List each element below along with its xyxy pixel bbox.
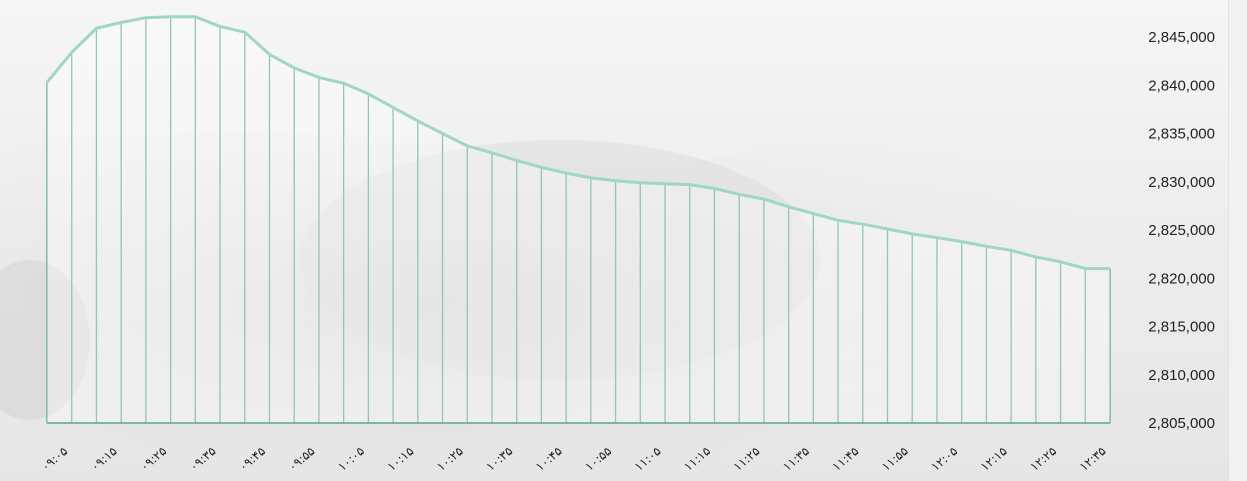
x-tick-label: ۰۹:۴۵	[236, 444, 268, 474]
x-tick-label: ۰۹:۰۵	[39, 444, 71, 474]
y-axis-tick-labels: 2,845,000 2,840,000 2,835,000 2,830,000 2,82…	[1148, 29, 1215, 432]
x-tick-label: ۱۲:۳۵	[1077, 444, 1109, 474]
scrollbar-track[interactable]	[1228, 0, 1247, 481]
vertical-droplines	[46, 16, 1111, 423]
x-tick-label: ۱۲:۲۵	[1027, 444, 1059, 474]
x-tick-label: ۰۹:۳۵	[187, 444, 219, 474]
x-tick-label: ۱۱:۱۵	[681, 444, 713, 474]
series-line	[45, 15, 1110, 271]
y-tick-label: 2,825,000	[1148, 222, 1215, 239]
y-tick-label: 2,830,000	[1148, 174, 1215, 191]
x-tick-label: ۱۰:۳۵	[483, 444, 515, 474]
x-axis-tick-labels: ۰۹:۰۵ ۰۹:۱۵ ۰۹:۲۵ ۰۹:۳۵ ۰۹:۴۵ ۰۹:۵۵ ۱۰:۰۵ ۱۰:۱۵…	[39, 444, 1109, 474]
y-tick-label: 2,845,000	[1148, 29, 1215, 46]
area-fill	[47, 16, 1110, 423]
x-tick-label: ۱۱:۳۵	[780, 444, 812, 474]
x-tick-label: ۰۹:۵۵	[286, 444, 318, 474]
x-tick-label: ۱۰:۱۵	[385, 444, 417, 474]
x-tick-label: ۰۹:۲۵	[137, 444, 169, 474]
y-tick-label: 2,810,000	[1148, 367, 1215, 384]
x-tick-label: ۱۰:۴۵	[533, 444, 565, 474]
x-tick-label: ۱۱:۰۵	[632, 444, 664, 474]
x-tick-label: ۱۱:۲۵	[731, 444, 763, 474]
x-tick-label: ۱۰:۵۵	[582, 444, 614, 474]
y-tick-label: 2,805,000	[1148, 415, 1215, 432]
x-tick-label: ۱۰:۰۵	[335, 444, 367, 474]
x-tick-label: ۱۱:۴۵	[830, 444, 862, 474]
x-tick-label: ۱۲:۰۵	[928, 444, 960, 474]
y-tick-label: 2,820,000	[1148, 270, 1215, 287]
x-tick-label: ۰۹:۱۵	[88, 444, 120, 474]
y-tick-label: 2,835,000	[1148, 126, 1215, 143]
x-tick-label: ۱۱:۵۵	[879, 444, 911, 474]
y-tick-label: 2,840,000	[1148, 77, 1215, 94]
y-tick-label: 2,815,000	[1148, 319, 1215, 336]
x-tick-label: ۱۲:۱۵	[978, 444, 1010, 474]
x-tick-label: ۱۰:۲۵	[434, 444, 466, 474]
